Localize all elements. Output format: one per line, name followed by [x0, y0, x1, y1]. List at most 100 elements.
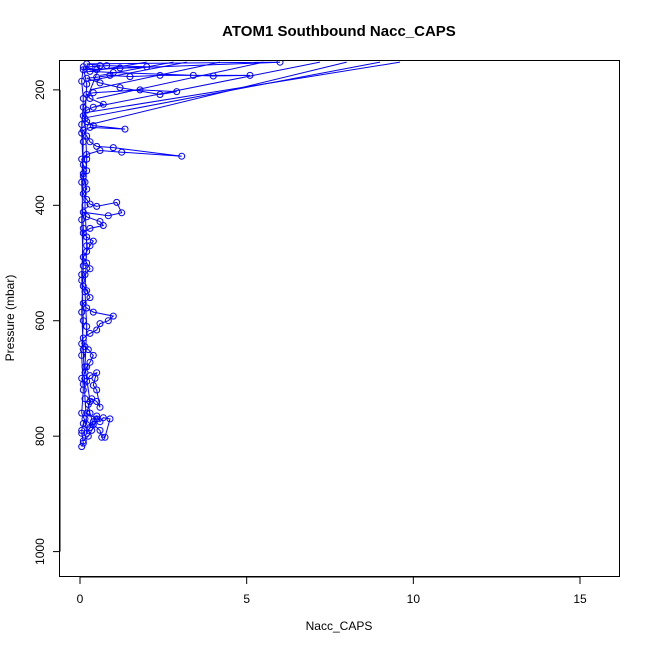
- data-point: [126, 73, 134, 81]
- x-axis: 0 5 10 15: [77, 576, 587, 606]
- data-point: [96, 79, 104, 87]
- data-point: [88, 426, 96, 434]
- data-point: [78, 77, 86, 85]
- data-point: [104, 212, 112, 220]
- data-point: [156, 91, 164, 98]
- data-point: [79, 299, 87, 307]
- plot-frame: [59, 60, 620, 577]
- chart-title: ATOM1 Southbound Nacc_CAPS: [222, 23, 456, 40]
- data-point: [78, 121, 86, 128]
- data-point: [121, 125, 129, 133]
- data-point: [83, 91, 91, 98]
- data-point: [143, 63, 151, 71]
- data-point: [109, 69, 117, 76]
- data-point: [93, 326, 101, 334]
- data-point: [93, 386, 101, 394]
- data-point: [79, 95, 87, 102]
- data-point: [101, 433, 109, 441]
- data-point: [83, 132, 91, 140]
- data-point: [96, 426, 104, 434]
- data-point: [79, 138, 87, 146]
- data-point: [104, 317, 112, 325]
- y-tick-label: 800: [33, 426, 47, 446]
- data-point: [81, 115, 89, 123]
- series-line-segment: [89, 61, 347, 125]
- data-point: [86, 409, 94, 417]
- data-point: [78, 178, 86, 186]
- data-point: [81, 288, 89, 296]
- data-point: [79, 386, 87, 394]
- data-point: [79, 437, 87, 445]
- data-point: [78, 308, 86, 316]
- data-point: [79, 190, 87, 198]
- series-line-segment: [89, 61, 221, 91]
- data-point: [136, 86, 144, 94]
- series-line-segment: [86, 61, 381, 119]
- data-point: [246, 71, 254, 79]
- data-point: [79, 224, 87, 232]
- data-point: [93, 369, 101, 377]
- series-line-segment: [83, 61, 401, 114]
- data-point: [106, 415, 114, 423]
- data-point: [113, 198, 121, 206]
- data-point: [86, 358, 94, 366]
- data-point: [81, 271, 89, 279]
- x-tick-label: 0: [77, 592, 84, 606]
- data-point: [78, 129, 86, 137]
- data-point: [89, 308, 97, 316]
- data-point: [89, 103, 97, 111]
- data-point: [86, 123, 94, 131]
- data-point: [83, 323, 91, 330]
- data-point: [93, 415, 101, 423]
- y-axis-label: Pressure (mbar): [3, 275, 17, 362]
- x-tick-label: 10: [407, 592, 421, 606]
- data-point: [96, 403, 104, 411]
- data-point: [79, 317, 87, 325]
- data-point: [86, 224, 94, 232]
- data-point: [83, 151, 91, 158]
- data-point: [79, 103, 87, 111]
- data-point: [79, 229, 87, 237]
- series-line: [81, 61, 281, 447]
- x-tick-label: 5: [243, 592, 250, 606]
- data-point: [99, 414, 107, 422]
- data-point: [93, 398, 101, 405]
- data-point: [276, 61, 284, 66]
- data-point: [86, 294, 94, 302]
- y-tick-label: 200: [33, 80, 47, 100]
- data-point: [116, 64, 124, 72]
- data-point: [84, 432, 92, 440]
- data-point: [86, 242, 94, 250]
- data-point: [83, 421, 91, 429]
- data-point: [83, 233, 91, 241]
- y-tick-label: 600: [33, 310, 47, 330]
- y-tick-label: 400: [33, 195, 47, 215]
- data-point: [79, 66, 87, 74]
- data-point: [93, 142, 101, 150]
- data-point: [99, 100, 107, 108]
- data-point: [86, 329, 94, 337]
- data-point: [86, 67, 94, 75]
- data-point: [98, 433, 106, 441]
- series-0: [78, 61, 401, 451]
- data-point: [78, 429, 86, 437]
- data-point: [103, 62, 111, 70]
- data-point: [89, 237, 97, 245]
- data-point: [86, 138, 94, 146]
- series-line-segment: [93, 61, 321, 108]
- data-point: [78, 216, 86, 224]
- data-point: [86, 200, 94, 208]
- x-axis-label: Nacc_CAPS: [306, 619, 373, 633]
- y-tick-label: 1000: [33, 538, 47, 565]
- data-point: [83, 185, 91, 193]
- data-point: [81, 363, 89, 371]
- data-point: [79, 63, 87, 71]
- data-point: [83, 80, 91, 88]
- series-line-segment: [96, 61, 264, 100]
- data-point: [78, 374, 86, 382]
- data-point: [83, 409, 91, 417]
- data-point: [118, 209, 126, 217]
- series-line-segment: [86, 61, 187, 82]
- data-point: [79, 346, 87, 354]
- y-axis: 200 400 600 800 1000: [33, 80, 61, 565]
